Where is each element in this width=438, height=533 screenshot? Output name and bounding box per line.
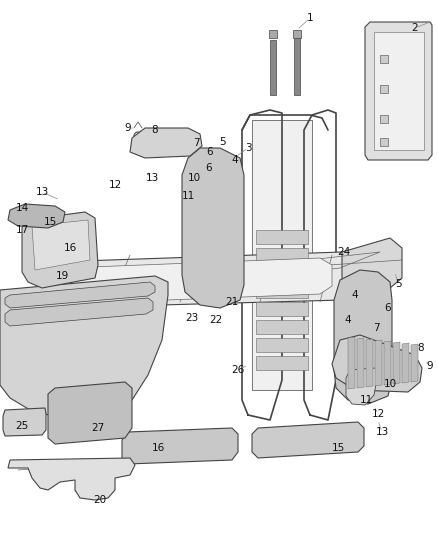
Polygon shape (402, 343, 409, 383)
Text: 11: 11 (359, 395, 373, 405)
Polygon shape (48, 382, 132, 444)
Text: 2: 2 (412, 23, 418, 33)
Text: 27: 27 (92, 423, 105, 433)
Polygon shape (122, 428, 238, 464)
Polygon shape (182, 148, 244, 308)
Text: 4: 4 (232, 155, 238, 165)
Polygon shape (256, 230, 308, 244)
Polygon shape (256, 302, 308, 316)
Polygon shape (52, 258, 332, 304)
Text: 8: 8 (418, 343, 424, 353)
Polygon shape (38, 252, 355, 308)
Text: 23: 23 (185, 313, 198, 323)
Text: 12: 12 (108, 180, 122, 190)
Text: 26: 26 (231, 365, 245, 375)
Text: 6: 6 (207, 147, 213, 157)
Polygon shape (380, 138, 388, 146)
Polygon shape (294, 35, 300, 95)
Polygon shape (22, 212, 98, 288)
Polygon shape (32, 220, 90, 270)
Text: 14: 14 (15, 203, 28, 213)
Polygon shape (375, 340, 382, 386)
Text: 16: 16 (152, 443, 165, 453)
Polygon shape (256, 338, 308, 352)
Text: 15: 15 (43, 217, 57, 227)
Polygon shape (256, 248, 308, 262)
Polygon shape (3, 408, 46, 436)
Text: 10: 10 (187, 173, 201, 183)
Polygon shape (5, 298, 153, 326)
Text: 16: 16 (64, 243, 77, 253)
Polygon shape (252, 422, 364, 458)
Polygon shape (270, 40, 276, 95)
Polygon shape (0, 276, 168, 420)
Text: 22: 22 (209, 315, 223, 325)
Polygon shape (8, 204, 65, 228)
Polygon shape (332, 335, 422, 392)
Polygon shape (346, 368, 378, 405)
Text: 10: 10 (383, 379, 396, 389)
Text: 4: 4 (352, 290, 358, 300)
Text: 17: 17 (15, 225, 28, 235)
Text: 7: 7 (373, 323, 379, 333)
Text: 15: 15 (332, 443, 345, 453)
Polygon shape (293, 30, 301, 38)
Polygon shape (393, 342, 400, 384)
Polygon shape (252, 120, 312, 390)
Text: 1: 1 (307, 13, 313, 23)
Polygon shape (366, 339, 373, 387)
Text: 25: 25 (15, 421, 28, 431)
Text: 13: 13 (145, 173, 159, 183)
Polygon shape (380, 115, 388, 123)
Polygon shape (130, 128, 202, 158)
Text: 13: 13 (35, 187, 49, 197)
Text: 19: 19 (55, 271, 69, 281)
Text: 11: 11 (181, 191, 194, 201)
Text: 21: 21 (226, 297, 239, 307)
Text: 6: 6 (385, 303, 391, 313)
Text: 24: 24 (337, 247, 351, 257)
Text: 6: 6 (206, 163, 212, 173)
Polygon shape (374, 32, 424, 150)
Text: 4: 4 (345, 315, 351, 325)
Text: 7: 7 (193, 138, 199, 148)
Text: 9: 9 (427, 361, 433, 371)
Polygon shape (256, 284, 308, 298)
Polygon shape (256, 266, 308, 280)
Polygon shape (269, 30, 277, 38)
Text: 12: 12 (371, 409, 385, 419)
Polygon shape (256, 320, 308, 334)
Text: 3: 3 (245, 143, 251, 153)
Polygon shape (365, 22, 432, 160)
Polygon shape (8, 458, 135, 500)
Polygon shape (342, 238, 402, 300)
Text: 5: 5 (395, 279, 401, 289)
Text: 5: 5 (219, 137, 225, 147)
Polygon shape (348, 337, 355, 389)
Polygon shape (334, 270, 392, 404)
Polygon shape (357, 338, 364, 388)
Text: 13: 13 (375, 427, 389, 437)
Polygon shape (5, 282, 155, 308)
Text: 8: 8 (152, 125, 158, 135)
Polygon shape (256, 356, 308, 370)
Text: 9: 9 (125, 123, 131, 133)
Polygon shape (380, 55, 388, 63)
Polygon shape (380, 85, 388, 93)
Text: 20: 20 (93, 495, 106, 505)
Polygon shape (411, 344, 418, 382)
Polygon shape (384, 341, 391, 385)
